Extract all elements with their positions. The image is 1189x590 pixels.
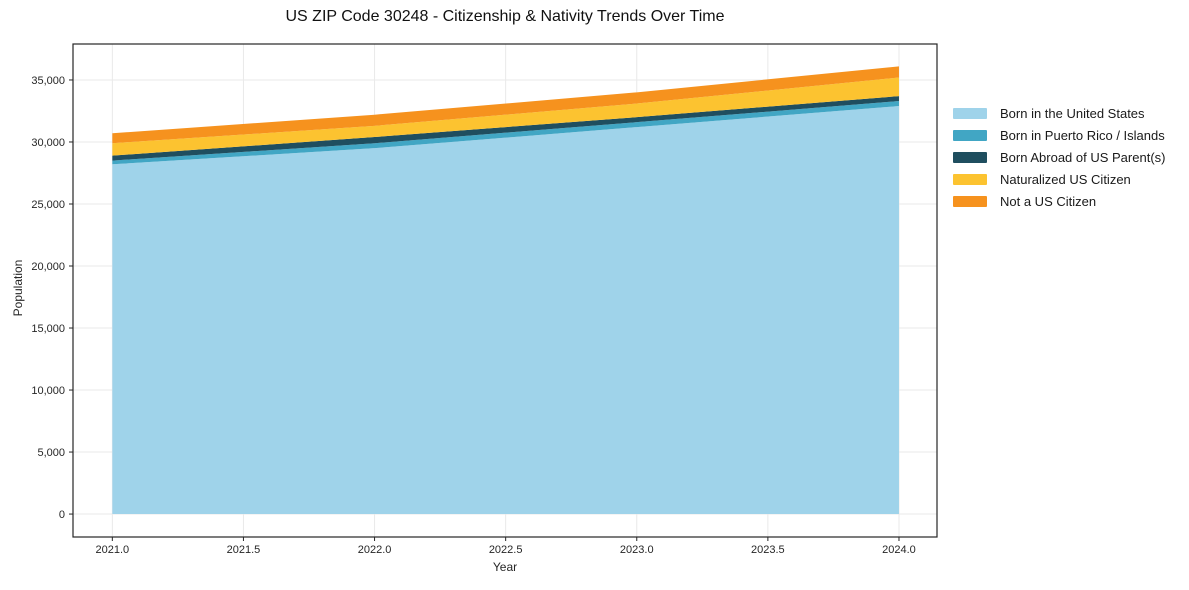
legend-swatch-icon <box>953 129 987 141</box>
y-tick-label: 20,000 <box>31 261 65 273</box>
area-series <box>112 66 899 144</box>
legend-item: Born Abroad of US Parent(s) <box>953 146 1165 168</box>
area-series <box>112 106 899 515</box>
legend-swatch-icon <box>953 107 987 119</box>
area-series <box>112 96 899 161</box>
legend-swatch-icon <box>953 173 987 185</box>
legend-item: Born in Puerto Rico / Islands <box>953 124 1165 146</box>
x-tick-label: 2021.0 <box>96 544 130 556</box>
x-tick-label: 2023.5 <box>751 544 785 556</box>
y-tick-label: 30,000 <box>31 137 65 149</box>
axes-frame <box>72 43 938 538</box>
area-series <box>112 101 899 165</box>
x-tick-label: 2022.5 <box>489 544 523 556</box>
legend-item-label: Naturalized US Citizen <box>1000 171 1131 187</box>
x-tick-label: 2021.5 <box>227 544 261 556</box>
y-axis-label: Population <box>11 259 25 317</box>
area-series <box>112 77 899 156</box>
x-axis-label: Year <box>492 560 518 574</box>
x-tick-label: 2022.0 <box>358 544 392 556</box>
y-tick-label: 5,000 <box>37 447 65 459</box>
legend-swatch-icon <box>953 195 987 207</box>
legend-item-label: Born Abroad of US Parent(s) <box>1000 149 1166 165</box>
legend-item-label: Born in Puerto Rico / Islands <box>1000 127 1165 143</box>
y-tick-label: 10,000 <box>31 385 65 397</box>
chart-title: US ZIP Code 30248 - Citizenship & Nativi… <box>285 8 725 25</box>
y-tick-label: 25,000 <box>31 199 65 211</box>
legend: Born in the United States Born in Puerto … <box>953 102 1165 212</box>
legend-item: Born in the United States <box>953 102 1165 124</box>
y-tick-label: 15,000 <box>31 323 65 335</box>
x-tick-label: 2023.0 <box>620 544 654 556</box>
legend-item-label: Not a US Citizen <box>1000 193 1097 209</box>
legend-item: Naturalized US Citizen <box>953 168 1165 190</box>
legend-item-label: Born in the United States <box>1000 105 1145 121</box>
y-tick-label: 35,000 <box>31 75 65 87</box>
y-tick-label: 0 <box>59 509 65 521</box>
legend-swatch-icon <box>953 151 987 163</box>
legend-item: Not a US Citizen <box>953 190 1165 212</box>
x-tick-label: 2024.0 <box>882 544 916 556</box>
